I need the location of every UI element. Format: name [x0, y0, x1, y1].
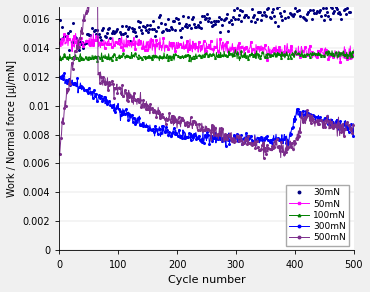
- 30mN: [346, 10, 350, 13]
- 30mN: [352, 0, 356, 4]
- 100mN: [217, 56, 222, 59]
- 100mN: [352, 49, 356, 53]
- 50mN: [352, 48, 356, 52]
- 50mN: [57, 41, 62, 45]
- 30mN: [217, 18, 222, 22]
- 50mN: [73, 32, 78, 35]
- 50mN: [233, 49, 238, 52]
- 300mN: [352, 122, 356, 125]
- Legend: 30mN, 50mN, 100mN, 300mN, 500mN: 30mN, 50mN, 100mN, 300mN, 500mN: [286, 185, 349, 246]
- 300mN: [346, 121, 350, 125]
- 50mN: [299, 45, 303, 48]
- 100mN: [300, 49, 304, 52]
- 300mN: [300, 111, 304, 114]
- 100mN: [199, 55, 204, 58]
- 50mN: [198, 46, 202, 50]
- 300mN: [199, 136, 204, 140]
- 100mN: [346, 53, 350, 56]
- 500mN: [346, 124, 350, 128]
- 30mN: [198, 20, 202, 23]
- 100mN: [198, 55, 202, 59]
- 30mN: [199, 20, 204, 23]
- Line: 500mN: 500mN: [59, 0, 354, 159]
- 100mN: [57, 58, 62, 61]
- Line: 100mN: 100mN: [59, 49, 354, 63]
- 300mN: [62, 72, 67, 75]
- 500mN: [352, 125, 356, 128]
- 500mN: [233, 140, 238, 143]
- Y-axis label: Work / Normal force [μJ/mN]: Work / Normal force [μJ/mN]: [7, 60, 17, 197]
- Line: 30mN: 30mN: [59, 0, 354, 51]
- 30mN: [300, 6, 304, 9]
- 300mN: [217, 135, 222, 138]
- 300mN: [224, 144, 228, 148]
- Line: 50mN: 50mN: [59, 33, 354, 63]
- 50mN: [346, 53, 350, 56]
- 30mN: [233, 17, 238, 21]
- 50mN: [217, 49, 222, 52]
- 300mN: [234, 138, 238, 142]
- 500mN: [300, 111, 304, 114]
- 500mN: [199, 121, 204, 125]
- 500mN: [198, 128, 202, 131]
- 500mN: [57, 152, 62, 156]
- 100mN: [189, 60, 194, 64]
- 300mN: [57, 75, 62, 79]
- 30mN: [67, 48, 71, 52]
- 30mN: [57, 18, 62, 21]
- 50mN: [338, 60, 343, 64]
- 100mN: [234, 52, 238, 55]
- 100mN: [233, 48, 238, 52]
- 500mN: [217, 126, 222, 129]
- X-axis label: Cycle number: Cycle number: [168, 275, 245, 285]
- 300mN: [198, 138, 202, 142]
- Line: 300mN: 300mN: [59, 73, 354, 147]
- 50mN: [199, 48, 204, 52]
- 500mN: [262, 157, 266, 160]
